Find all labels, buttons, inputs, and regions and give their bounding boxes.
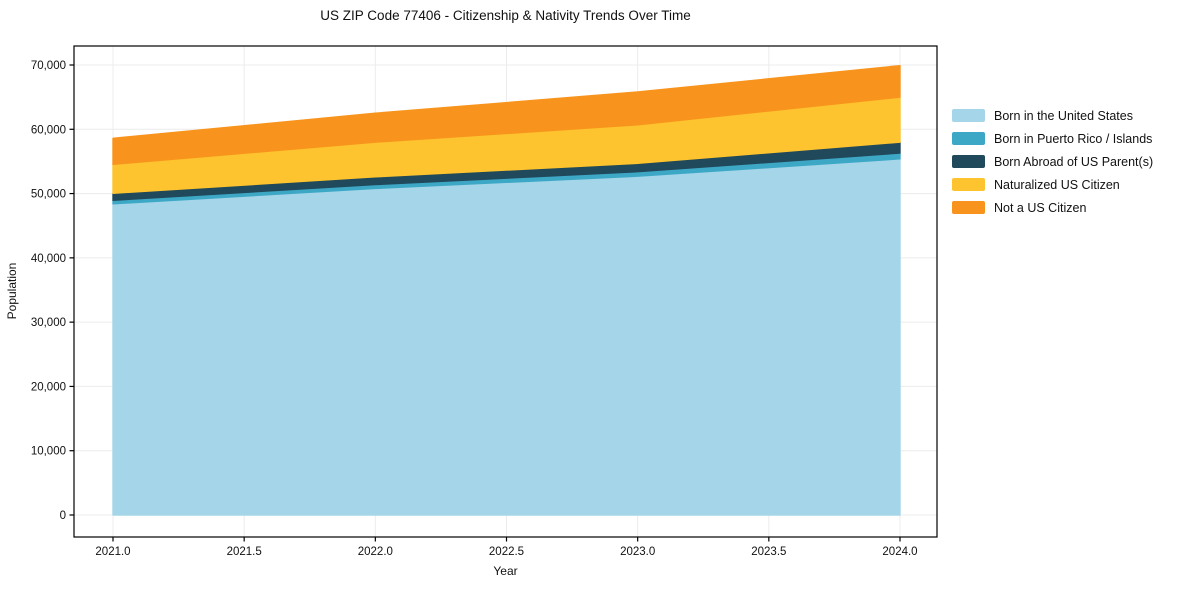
legend-swatch-icon [952,132,985,145]
legend-label: Naturalized US Citizen [994,177,1120,192]
x-tick-label: 2023.0 [620,546,655,558]
x-tick-label: 2023.5 [751,546,786,558]
y-tick-label: 60,000 [31,124,66,136]
y-tick-label: 10,000 [31,446,66,458]
legend-item-4: Not a US Citizen [952,196,1153,219]
y-tick-label: 30,000 [31,317,66,329]
legend-item-3: Naturalized US Citizen [952,173,1153,196]
legend-item-0: Born in the United States [952,104,1153,127]
legend-item-2: Born Abroad of US Parent(s) [952,150,1153,173]
y-tick-label: 20,000 [31,381,66,393]
y-tick-label: 70,000 [31,60,66,72]
y-tick-label: 0 [60,510,66,522]
legend-swatch-icon [952,201,985,214]
legend-label: Born in Puerto Rico / Islands [994,131,1153,146]
x-tick-label: 2021.5 [227,546,262,558]
legend-swatch-icon [952,178,985,191]
area-series-4 [112,64,901,166]
legend-swatch-icon [952,109,985,122]
x-tick-label: 2024.0 [882,546,917,558]
x-axis-label: Year [493,564,518,578]
x-tick-label: 2021.0 [95,546,130,558]
x-tick-label: 2022.5 [489,546,524,558]
x-tick-label: 2022.0 [358,546,393,558]
legend-swatch-icon [952,155,985,168]
plot-border [73,45,938,538]
legend-item-1: Born in Puerto Rico / Islands [952,127,1153,150]
y-tick-label: 50,000 [31,189,66,201]
y-tick-label: 40,000 [31,253,66,265]
y-axis-label: Population [5,262,19,320]
legend-label: Not a US Citizen [994,200,1087,215]
legend-label: Born in the United States [994,108,1133,123]
legend-label: Born Abroad of US Parent(s) [994,154,1154,169]
chart-title: US ZIP Code 77406 - Citizenship & Nativi… [320,8,691,23]
area-series-0 [112,158,901,516]
legend: Born in the United States Born in Puerto … [952,104,1153,219]
